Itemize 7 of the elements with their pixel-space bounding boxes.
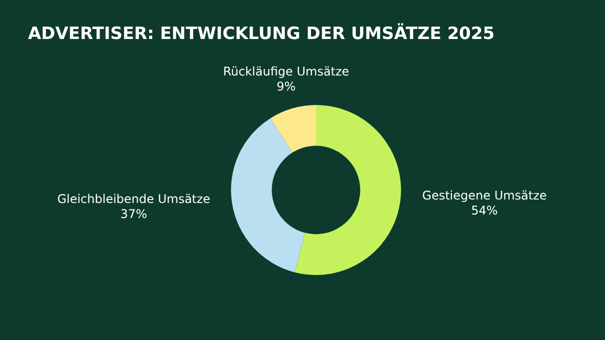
slice-label: Gleichbleibende Umsätze xyxy=(57,192,210,206)
data-label: 37% xyxy=(120,206,148,221)
slice-label: Gestiegene Umsätze xyxy=(422,188,547,203)
data-label: 54% xyxy=(471,204,498,218)
chart-title: ADVERTISER: ENTWICKLUNG DER UMSÄTZE 2025 xyxy=(28,24,495,44)
data-label: 9% xyxy=(276,79,296,94)
slice-label: Rückläufige Umsätze xyxy=(223,64,350,78)
